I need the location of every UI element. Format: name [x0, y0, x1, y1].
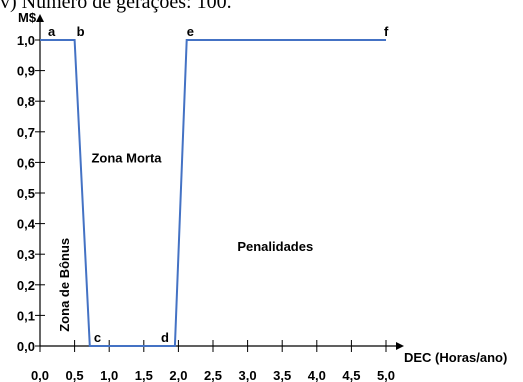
point-label-e: e [187, 24, 194, 39]
x-tick-label: 2,0 [169, 368, 187, 382]
x-tick-label: 1,0 [100, 368, 118, 382]
x-tick-label: 0,0 [31, 368, 49, 382]
y-tick-label: 0,9 [17, 64, 35, 79]
point-label-f: f [384, 24, 389, 39]
y-tick-label: 0,2 [17, 278, 35, 293]
x-tick-label: 2,5 [204, 368, 222, 382]
x-tick-label: 0,5 [66, 368, 84, 382]
y-tick-label: 0,1 [17, 308, 35, 323]
y-tick-label: 1,0 [17, 33, 35, 48]
axes [36, 14, 404, 350]
point-label-b: b [77, 24, 85, 39]
annotation-0: Zona Morta [91, 150, 162, 165]
x-tick-label: 4,5 [342, 368, 360, 382]
y-tick-label: 0,5 [17, 186, 35, 201]
ticks: 0,0 0,1 0,2 0,3 0,4 0,5 0,6 0,7 0,8 0,9 1,0 0,0 0,5 1… [17, 33, 395, 382]
x-tick-label: 4,0 [308, 368, 326, 382]
y-tick-label: 0,4 [17, 217, 36, 232]
x-tick-label: 1,5 [135, 368, 153, 382]
annotation-2: Zona de Bônus [57, 238, 72, 332]
y-tick-label: 0,3 [17, 247, 35, 262]
x-tick-label: 3,0 [239, 368, 257, 382]
x-tick-label: 3,5 [273, 368, 291, 382]
point-label-c: c [94, 330, 101, 345]
y-axis-arrow [36, 14, 44, 22]
series [40, 39, 386, 347]
x-tick-label: 5,0 [377, 368, 395, 382]
series-line [40, 39, 386, 347]
labels: M$ DEC (Horas/ano) a b c d e f Zona Morta Penalid… [18, 10, 507, 365]
y-axis-title: M$ [18, 10, 37, 25]
point-label-a: a [48, 24, 56, 39]
y-tick-label: 0,6 [17, 155, 35, 170]
y-tick-label: 0,0 [17, 339, 35, 354]
header-text: v) Número de gerações: 100. [0, 0, 232, 13]
x-axis-title: DEC (Horas/ano) [404, 350, 507, 365]
point-label-d: d [161, 330, 169, 345]
x-axis-arrow [396, 342, 404, 350]
y-tick-label: 0,8 [17, 94, 35, 109]
annotation-1: Penalidades [237, 239, 313, 254]
y-tick-label: 0,7 [17, 125, 35, 140]
